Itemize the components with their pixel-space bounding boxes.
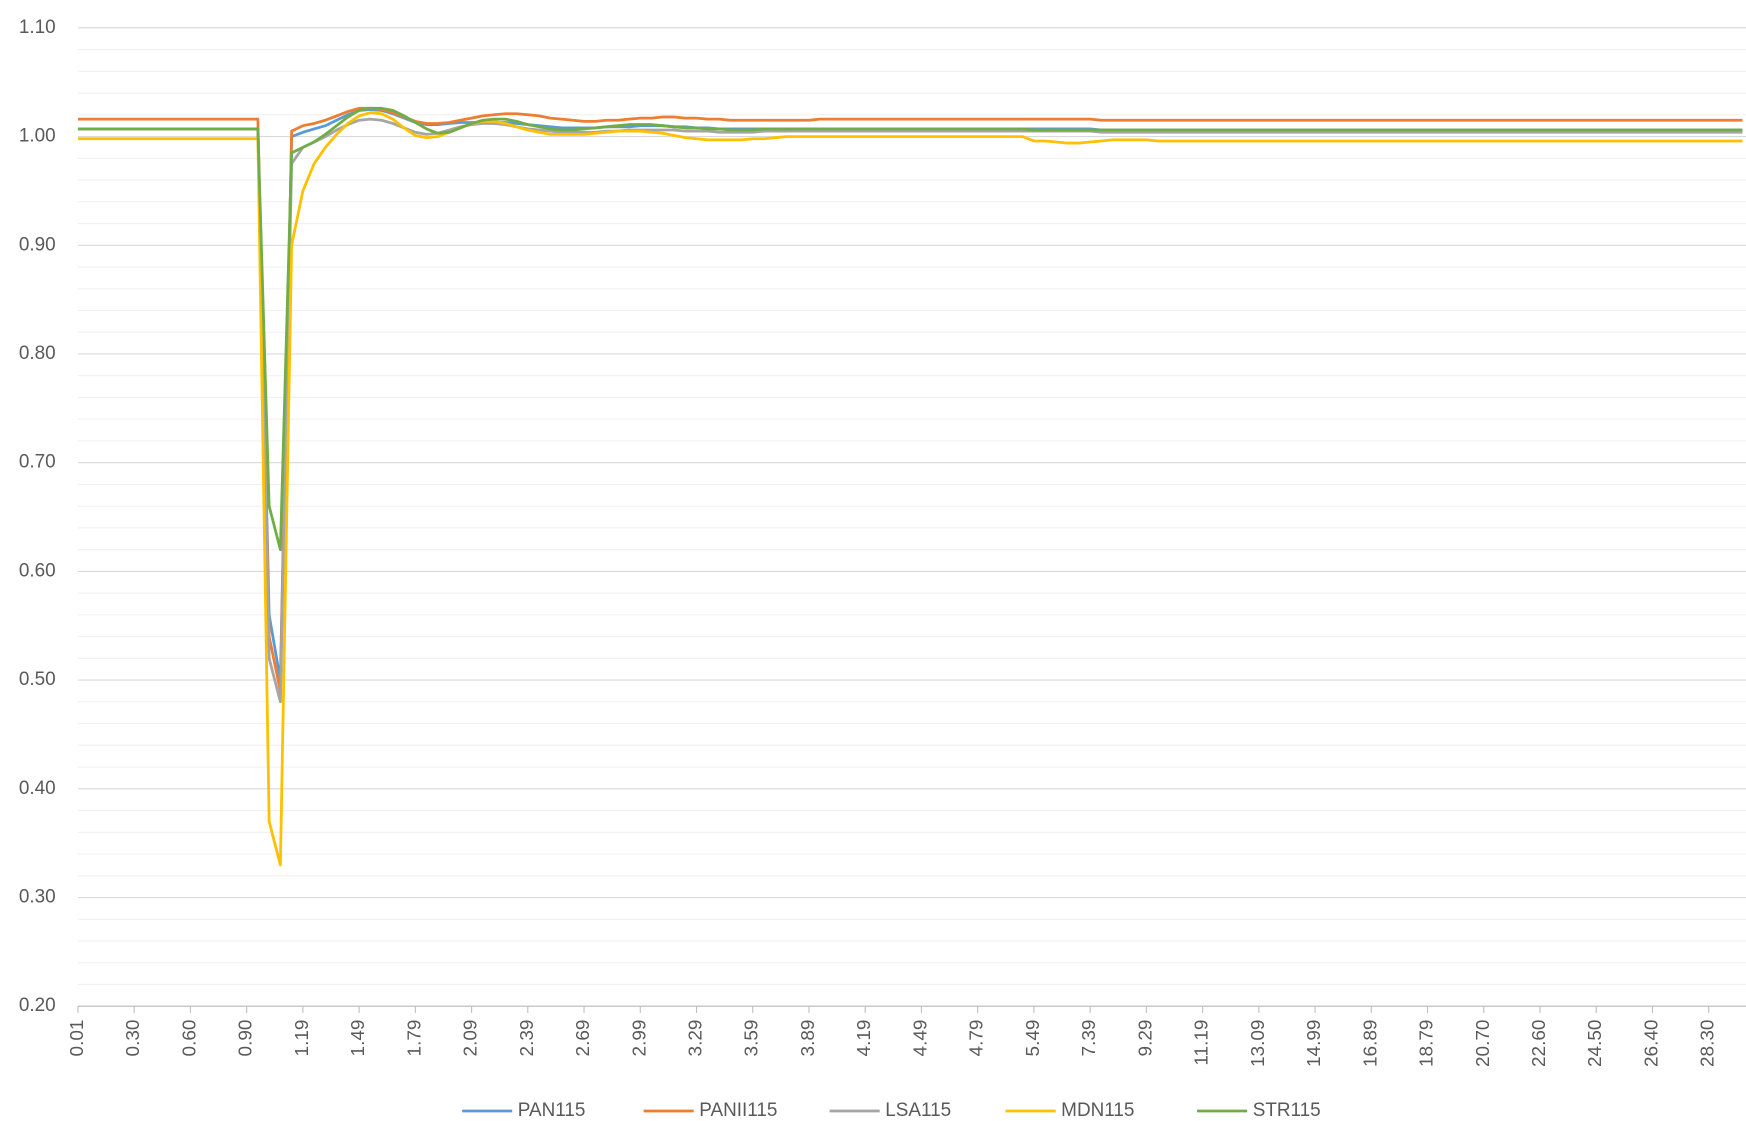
x-tick-label: 18.79 <box>1417 1020 1438 1067</box>
x-tick-label: 20.70 <box>1473 1020 1494 1067</box>
x-tick-label: 16.89 <box>1360 1020 1381 1067</box>
y-tick-label: 0.40 <box>19 778 56 799</box>
legend-label: PAN115 <box>518 1100 586 1121</box>
y-tick-label: 0.50 <box>19 669 56 690</box>
y-tick-label: 0.30 <box>19 887 56 908</box>
x-tick-label: 3.89 <box>798 1020 819 1057</box>
legend-label: PANII115 <box>699 1100 777 1121</box>
y-tick-label: 0.90 <box>19 234 56 255</box>
y-tick-label: 0.70 <box>19 452 56 473</box>
x-tick-label: 2.69 <box>573 1020 594 1057</box>
x-tick-label: 2.39 <box>517 1020 538 1057</box>
legend-label: STR115 <box>1253 1100 1321 1121</box>
x-tick-label: 13.09 <box>1248 1020 1269 1067</box>
x-tick-label: 14.99 <box>1304 1020 1325 1067</box>
x-tick-label: 0.90 <box>236 1020 257 1057</box>
x-tick-label: 3.59 <box>742 1020 763 1057</box>
x-tick-label: 2.09 <box>461 1020 482 1057</box>
x-tick-label: 11.19 <box>1192 1020 1213 1066</box>
y-tick-label: 1.10 <box>19 17 56 38</box>
y-tick-label: 0.60 <box>19 560 56 581</box>
legend-item: LSA115 <box>829 1100 951 1121</box>
x-tick-label: 24.50 <box>1585 1020 1606 1067</box>
x-tick-label: 4.79 <box>967 1020 988 1057</box>
legend-item: PANII115 <box>643 1100 777 1121</box>
x-tick-label: 1.19 <box>292 1020 313 1057</box>
series-line <box>77 117 1743 704</box>
legend-item: MDN115 <box>1005 1100 1134 1121</box>
y-tick-label: 1.00 <box>19 126 56 147</box>
legend-label: MDN115 <box>1061 1100 1134 1121</box>
x-tick-label: 1.49 <box>348 1020 369 1057</box>
legend-item: PAN115 <box>462 1100 585 1121</box>
x-tick-label: 28.30 <box>1698 1020 1719 1067</box>
series-line <box>77 106 1743 693</box>
x-tick-label: 1.79 <box>404 1020 425 1057</box>
series-line <box>77 111 1743 867</box>
x-tick-label: 0.30 <box>123 1020 144 1057</box>
legend-label: LSA115 <box>885 1100 951 1121</box>
x-tick-label: 4.49 <box>910 1020 931 1057</box>
x-tick-label: 4.19 <box>854 1020 875 1057</box>
series-line <box>77 108 1743 682</box>
y-tick-label: 0.80 <box>19 343 56 364</box>
x-tick-label: 9.29 <box>1135 1020 1156 1057</box>
x-tick-label: 0.60 <box>179 1020 200 1057</box>
x-tick-label: 7.39 <box>1079 1020 1100 1057</box>
legend-item: STR115 <box>1197 1100 1321 1121</box>
series-line <box>77 106 1743 552</box>
x-tick-label: 2.99 <box>629 1020 650 1057</box>
x-tick-label: 22.60 <box>1529 1020 1550 1067</box>
y-tick-label: 0.20 <box>19 995 56 1016</box>
x-tick-label: 0.01 <box>67 1020 88 1057</box>
x-tick-label: 26.40 <box>1641 1020 1662 1067</box>
x-tick-label: 3.29 <box>686 1020 707 1057</box>
x-tick-label: 5.49 <box>1023 1020 1044 1057</box>
